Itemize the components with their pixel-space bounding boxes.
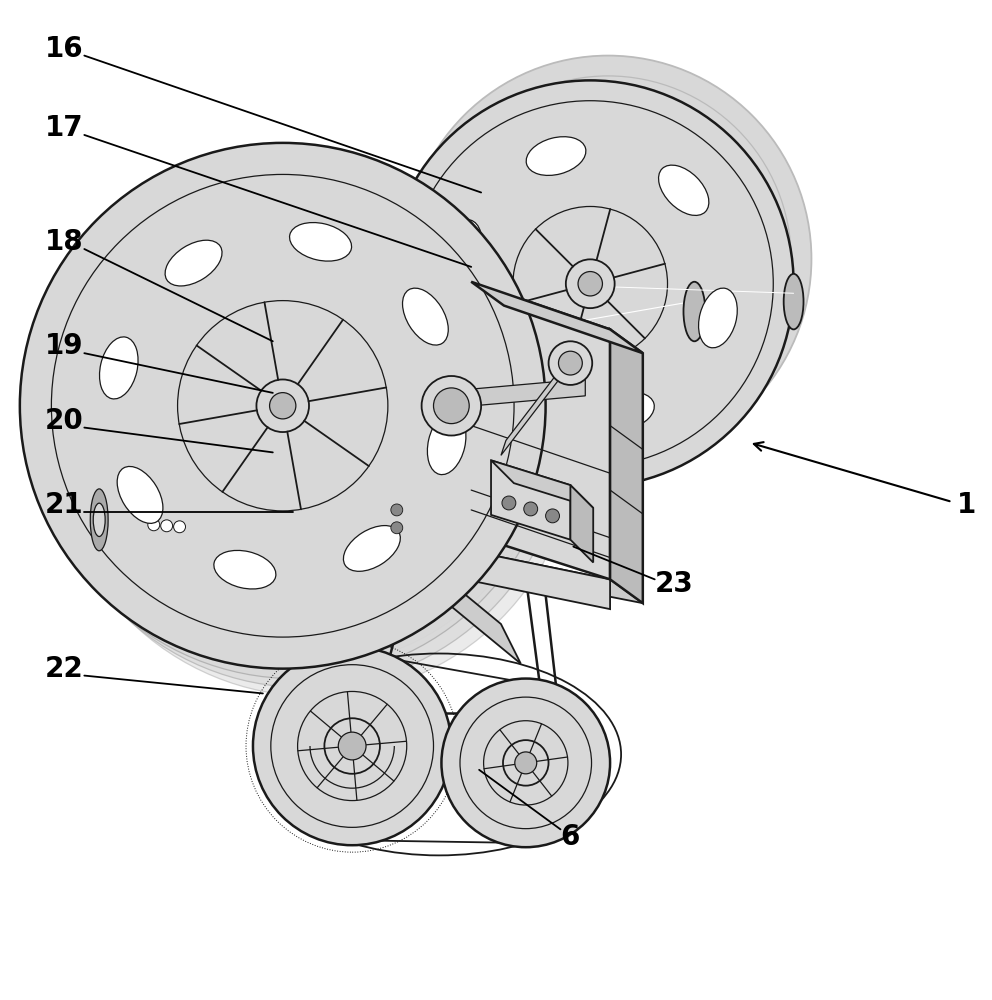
Circle shape <box>391 522 403 534</box>
Polygon shape <box>392 535 610 609</box>
Ellipse shape <box>93 503 105 537</box>
Circle shape <box>174 521 186 533</box>
Text: 17: 17 <box>45 114 83 142</box>
Circle shape <box>73 193 536 656</box>
Circle shape <box>161 520 173 532</box>
Ellipse shape <box>290 223 351 261</box>
Polygon shape <box>491 460 593 508</box>
Circle shape <box>515 752 537 774</box>
Polygon shape <box>283 291 694 421</box>
Ellipse shape <box>698 288 737 348</box>
Text: 1: 1 <box>957 491 976 519</box>
Circle shape <box>503 740 549 786</box>
Circle shape <box>441 679 610 847</box>
Circle shape <box>524 502 538 516</box>
Ellipse shape <box>428 413 466 475</box>
Text: 22: 22 <box>45 655 83 683</box>
Polygon shape <box>451 379 585 408</box>
Polygon shape <box>471 282 610 579</box>
Circle shape <box>271 665 434 827</box>
Polygon shape <box>501 343 580 455</box>
Circle shape <box>338 732 366 760</box>
Text: 19: 19 <box>45 332 83 360</box>
Circle shape <box>178 301 388 511</box>
Circle shape <box>565 259 615 308</box>
Circle shape <box>253 647 451 845</box>
Text: 21: 21 <box>45 491 83 519</box>
Polygon shape <box>387 500 474 540</box>
Ellipse shape <box>117 466 163 523</box>
Circle shape <box>549 341 592 385</box>
Ellipse shape <box>784 274 804 329</box>
Ellipse shape <box>526 137 586 175</box>
Ellipse shape <box>88 472 110 567</box>
Circle shape <box>63 184 526 647</box>
Polygon shape <box>610 329 643 603</box>
Circle shape <box>425 76 792 442</box>
Ellipse shape <box>471 352 522 402</box>
Polygon shape <box>99 487 397 553</box>
Ellipse shape <box>443 220 482 279</box>
Circle shape <box>52 171 577 696</box>
Ellipse shape <box>659 165 709 215</box>
Circle shape <box>270 393 296 419</box>
Polygon shape <box>99 546 397 567</box>
Circle shape <box>324 718 380 774</box>
Polygon shape <box>471 282 643 353</box>
Circle shape <box>52 174 514 637</box>
Text: 16: 16 <box>45 35 83 63</box>
Text: 6: 6 <box>560 823 580 851</box>
Polygon shape <box>332 485 521 664</box>
Text: 20: 20 <box>45 407 83 435</box>
Circle shape <box>460 697 591 829</box>
Circle shape <box>405 56 811 462</box>
Circle shape <box>298 691 407 801</box>
Circle shape <box>83 202 546 665</box>
Circle shape <box>513 206 668 361</box>
Ellipse shape <box>165 240 222 286</box>
Ellipse shape <box>214 550 276 589</box>
Ellipse shape <box>683 282 705 341</box>
Circle shape <box>483 721 567 805</box>
Polygon shape <box>99 472 397 494</box>
Text: 18: 18 <box>45 228 83 256</box>
Polygon shape <box>491 460 570 540</box>
Ellipse shape <box>90 489 108 551</box>
Circle shape <box>502 496 516 510</box>
Circle shape <box>391 504 403 516</box>
Circle shape <box>422 376 481 436</box>
Ellipse shape <box>594 392 655 431</box>
Circle shape <box>546 509 559 523</box>
Circle shape <box>578 272 602 296</box>
Circle shape <box>558 351 582 375</box>
Circle shape <box>256 379 310 432</box>
Circle shape <box>42 162 567 687</box>
Polygon shape <box>387 495 504 538</box>
Ellipse shape <box>403 288 448 345</box>
Ellipse shape <box>99 337 138 399</box>
Text: 23: 23 <box>655 570 693 598</box>
Polygon shape <box>570 485 593 562</box>
Circle shape <box>434 388 469 424</box>
Circle shape <box>32 153 558 679</box>
Polygon shape <box>392 535 643 603</box>
Ellipse shape <box>343 526 401 571</box>
Circle shape <box>148 519 160 531</box>
Circle shape <box>387 80 794 487</box>
Circle shape <box>407 101 774 467</box>
Circle shape <box>20 143 546 669</box>
Polygon shape <box>595 274 794 329</box>
